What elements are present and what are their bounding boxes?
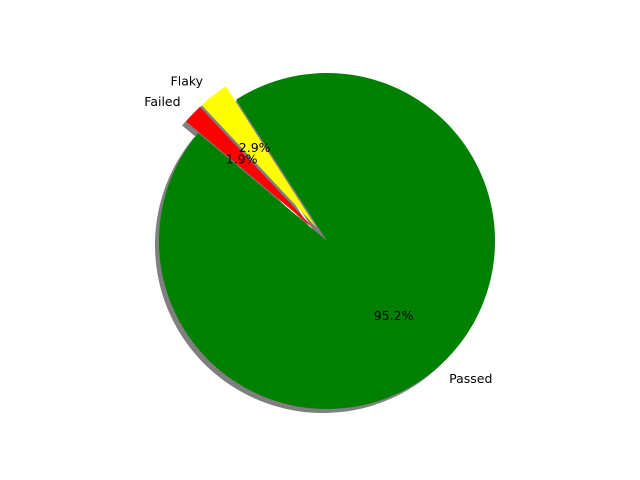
pie-slice-failed	[186, 106, 315, 230]
slice-label-failed: Failed	[144, 94, 180, 109]
slice-label-passed: Passed	[449, 371, 492, 386]
slice-label-flaky: Flaky	[171, 74, 204, 89]
slice-percent-passed: 95.2%	[374, 308, 414, 323]
pie-slice-passed	[159, 72, 496, 409]
pie-slices	[159, 72, 496, 409]
slice-percent-failed: 1.9%	[226, 152, 258, 167]
slice-labels: Passed 95.2% Flaky 2.9% Failed 1.9%	[144, 74, 492, 387]
pie-slice-flaky	[201, 86, 317, 228]
slice-percent-flaky: 2.9%	[239, 140, 271, 155]
